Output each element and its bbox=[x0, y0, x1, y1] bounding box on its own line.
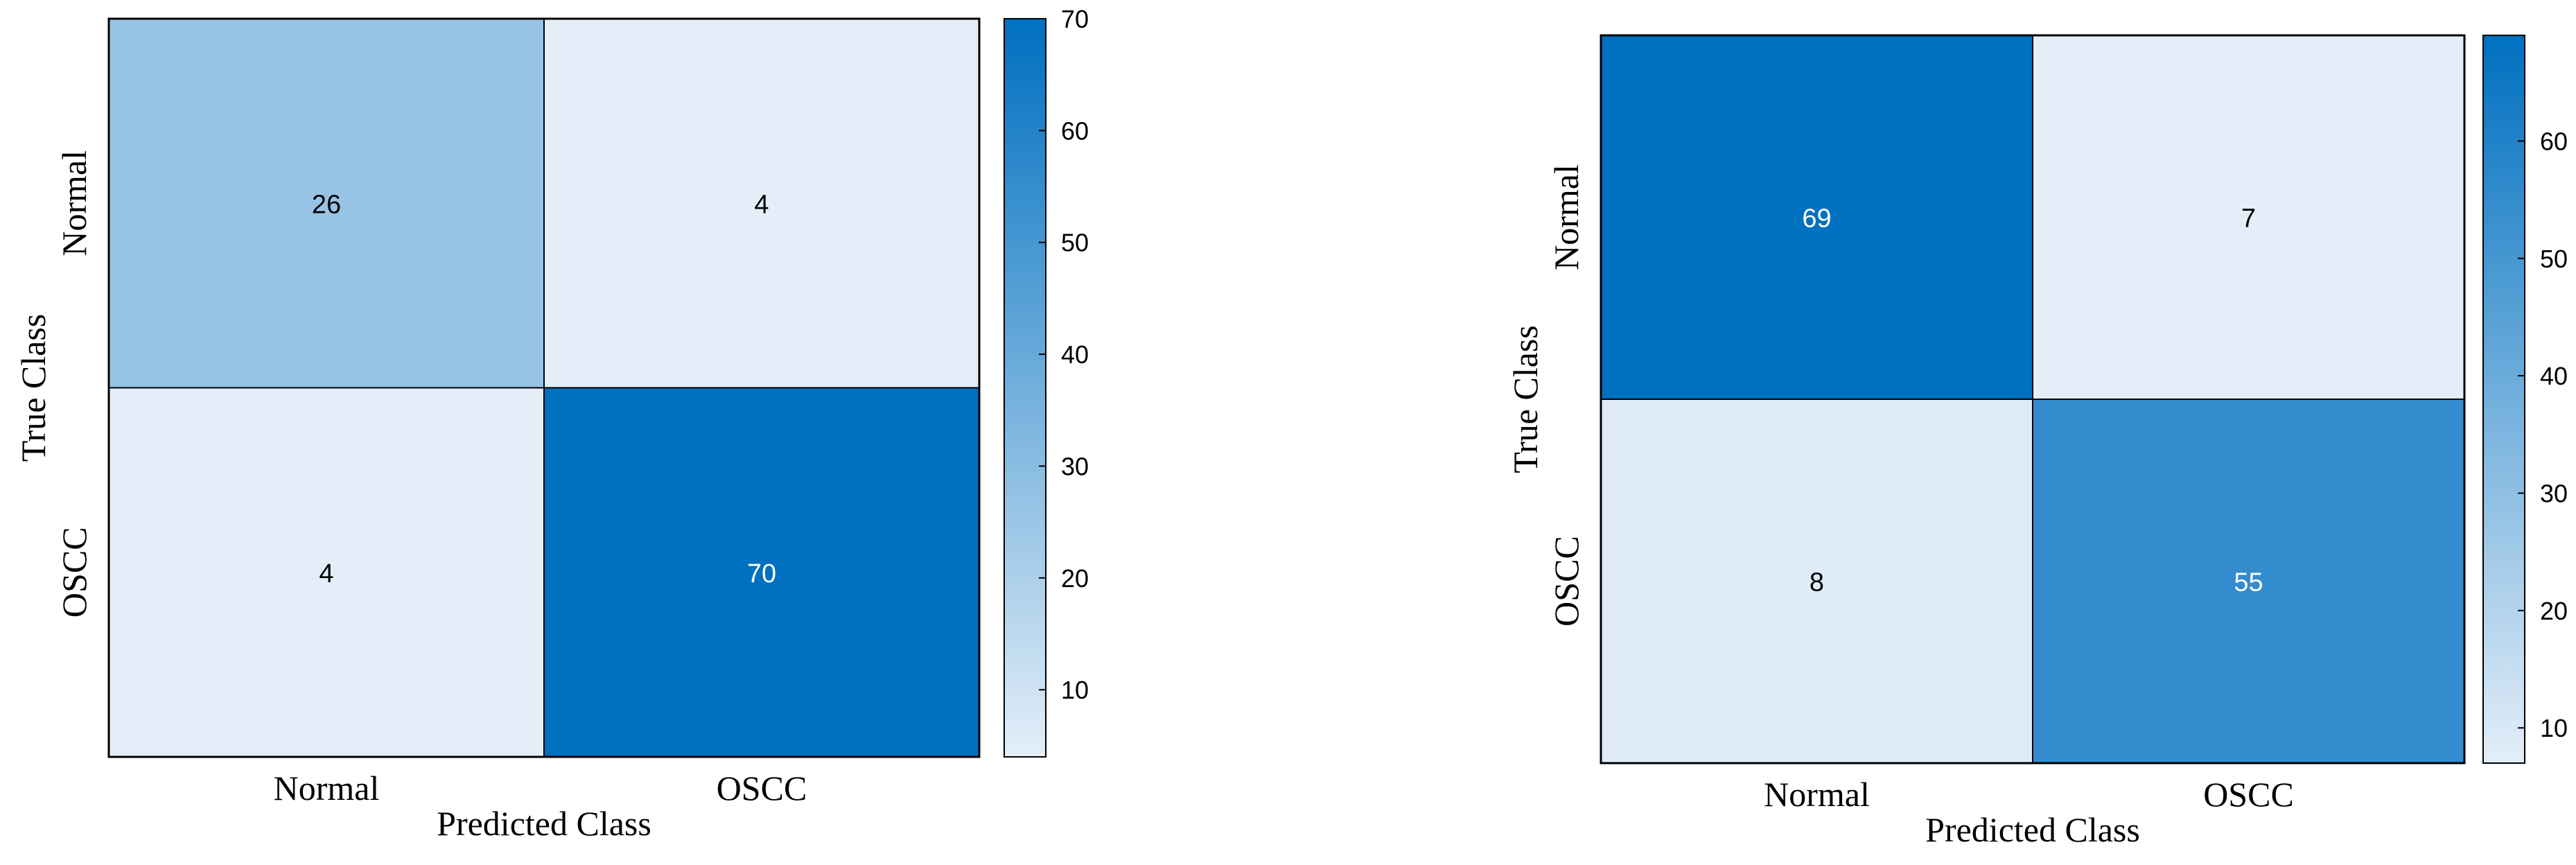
confusion-matrix-panel-1: 26 4 4 70 Normal OSCC Normal OSCC Predicted Clas… bbox=[14, 5, 1089, 843]
matrix-cell bbox=[1600, 35, 2033, 400]
colorbar-tick-label: 40 bbox=[1061, 340, 1089, 369]
colorbar-tick-label: 10 bbox=[1061, 676, 1089, 704]
x-tick-label: OSCC bbox=[2203, 775, 2294, 814]
matrix-cell bbox=[543, 18, 980, 389]
x-tick-label: Normal bbox=[274, 769, 380, 807]
cell-value-label: 4 bbox=[754, 190, 769, 219]
colorbar-tick-label: 20 bbox=[1061, 564, 1089, 593]
y-tick-label: Normal bbox=[55, 150, 94, 256]
matrix-cell bbox=[108, 18, 545, 389]
matrix-border bbox=[1600, 34, 2466, 764]
cell-value-label: 55 bbox=[2234, 568, 2263, 597]
colorbar-tick-label: 50 bbox=[1061, 229, 1089, 257]
matrix-cell bbox=[543, 387, 980, 758]
colorbar-tick-label: 60 bbox=[1061, 116, 1089, 145]
colorbar-tick-label: 60 bbox=[2540, 127, 2568, 155]
colorbar-tick-label: 50 bbox=[2540, 245, 2568, 273]
x-axis-label: Predicted Class bbox=[1925, 810, 2140, 849]
colorbar bbox=[1004, 18, 1046, 758]
y-tick-label: OSCC bbox=[55, 527, 94, 618]
cell-value-label: 70 bbox=[747, 559, 776, 588]
colorbar-tick-label: 70 bbox=[1061, 5, 1089, 33]
y-tick-label: Normal bbox=[1547, 164, 1586, 270]
y-tick-label: OSCC bbox=[1547, 536, 1586, 627]
colorbar-tick-label: 40 bbox=[2540, 362, 2568, 390]
matrix-cell bbox=[2032, 399, 2465, 764]
colorbar-tick-label: 30 bbox=[2540, 479, 2568, 507]
matrix-cell bbox=[2032, 35, 2465, 400]
x-tick-label: OSCC bbox=[717, 769, 807, 807]
y-axis-label: True Class bbox=[1506, 325, 1545, 473]
x-tick-label: Normal bbox=[1764, 775, 1870, 814]
colorbar-tick-label: 20 bbox=[2540, 597, 2568, 625]
cell-value-label: 8 bbox=[1810, 568, 1824, 597]
cell-value-label: 4 bbox=[319, 559, 333, 588]
matrix-cell bbox=[108, 387, 545, 758]
confusion-matrix-panel-2: 69 7 8 55 Normal OSCC Normal OSCC Predicted Clas… bbox=[1506, 34, 2568, 849]
cell-value-label: 69 bbox=[1802, 204, 1831, 234]
colorbar-tick-label: 30 bbox=[1061, 452, 1089, 480]
cell-value-label: 26 bbox=[312, 190, 341, 219]
colorbar bbox=[2482, 35, 2525, 764]
cell-value-label: 7 bbox=[2241, 204, 2256, 234]
matrix-border bbox=[107, 17, 981, 758]
colorbar-tick-label: 10 bbox=[2540, 714, 2568, 742]
x-axis-label: Predicted Class bbox=[437, 804, 651, 843]
y-axis-label: True Class bbox=[14, 314, 53, 462]
